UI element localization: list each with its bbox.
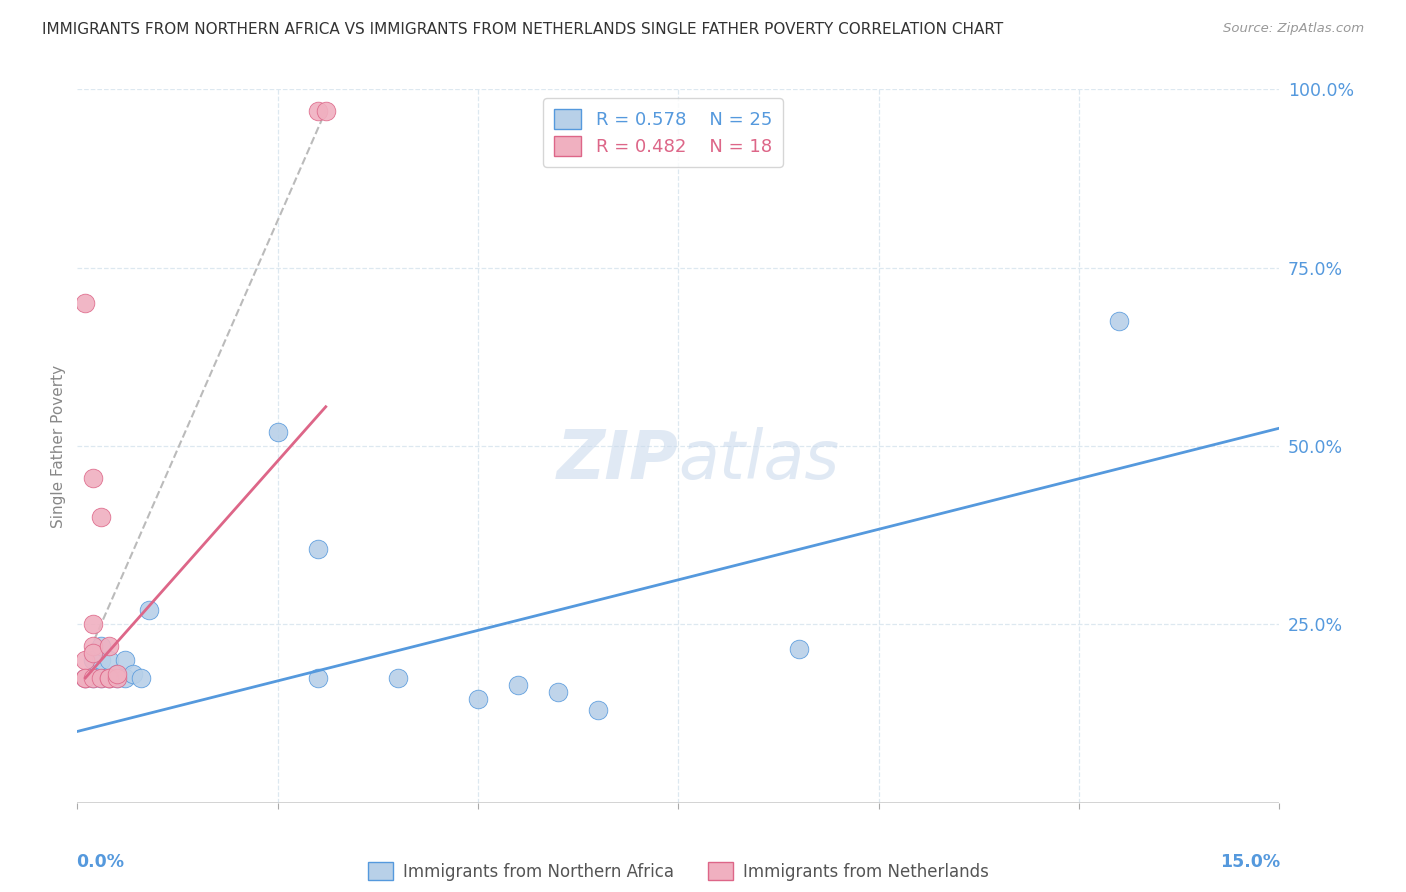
Point	[90, 671, 112, 685]
Point	[315, 103, 337, 118]
Point	[107, 671, 129, 685]
Point	[82, 471, 104, 485]
Point	[588, 703, 610, 717]
Y-axis label: Single Father Poverty: Single Father Poverty	[51, 365, 66, 527]
Text: 15.0%: 15.0%	[1220, 853, 1281, 871]
Point	[122, 667, 145, 681]
Point	[98, 639, 121, 653]
Point	[114, 671, 136, 685]
Point	[307, 542, 329, 557]
Point	[787, 642, 810, 657]
Point	[98, 671, 121, 685]
Point	[547, 685, 569, 699]
Point	[1108, 314, 1130, 328]
Point	[82, 653, 104, 667]
Point	[131, 671, 153, 685]
Text: ZIP: ZIP	[557, 427, 679, 493]
Point	[90, 653, 112, 667]
Point	[75, 671, 97, 685]
Point	[82, 617, 104, 632]
Point	[467, 692, 489, 706]
Point	[90, 510, 112, 524]
Point	[75, 653, 97, 667]
Point	[307, 671, 329, 685]
Point	[98, 671, 121, 685]
Point	[82, 671, 104, 685]
Point	[107, 667, 129, 681]
Point	[82, 639, 104, 653]
Point	[107, 671, 129, 685]
Point	[114, 653, 136, 667]
Point	[90, 639, 112, 653]
Point	[98, 671, 121, 685]
Text: 0.0%: 0.0%	[76, 853, 124, 871]
Legend: Immigrants from Northern Africa, Immigrants from Netherlands: Immigrants from Northern Africa, Immigra…	[361, 855, 995, 888]
Point	[90, 671, 112, 685]
Point	[82, 646, 104, 660]
Text: atlas: atlas	[679, 427, 839, 493]
Point	[82, 671, 104, 685]
Point	[75, 296, 97, 310]
Text: IMMIGRANTS FROM NORTHERN AFRICA VS IMMIGRANTS FROM NETHERLANDS SINGLE FATHER POV: IMMIGRANTS FROM NORTHERN AFRICA VS IMMIG…	[42, 22, 1004, 37]
Point	[75, 671, 97, 685]
Point	[107, 667, 129, 681]
Point	[75, 671, 97, 685]
Point	[387, 671, 409, 685]
Point	[138, 603, 160, 617]
Point	[267, 425, 290, 439]
Point	[508, 678, 530, 692]
Point	[98, 653, 121, 667]
Text: Source: ZipAtlas.com: Source: ZipAtlas.com	[1223, 22, 1364, 36]
Point	[307, 103, 329, 118]
